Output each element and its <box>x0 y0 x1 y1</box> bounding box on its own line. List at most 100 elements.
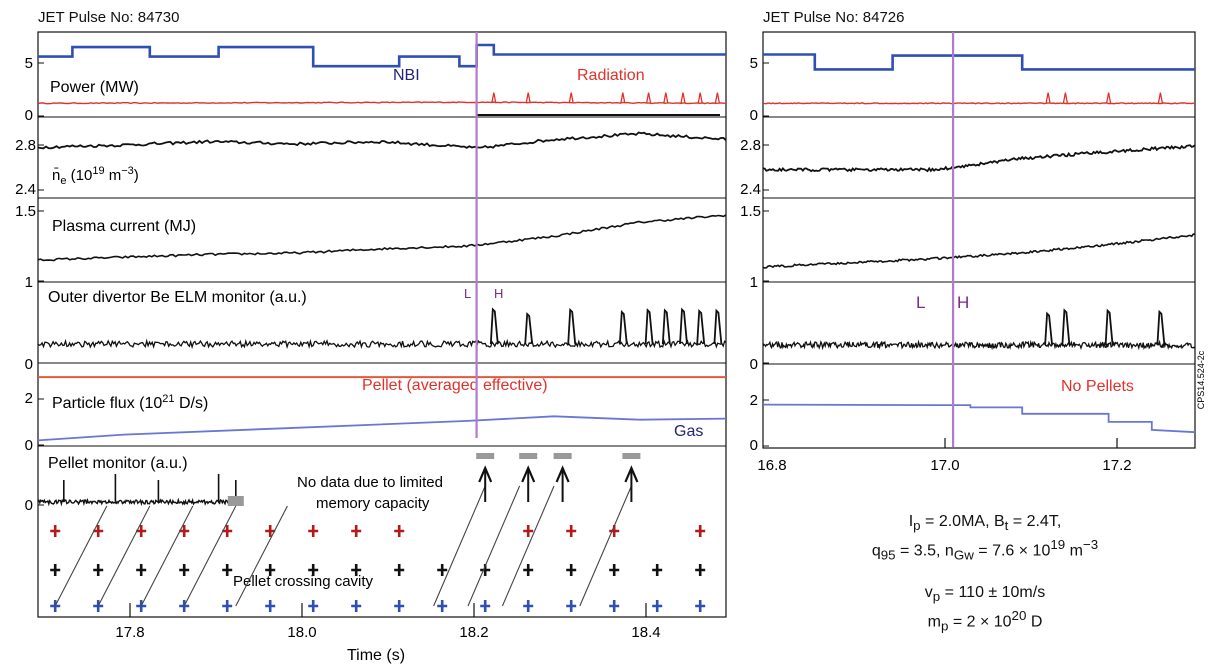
right-side-code: CPS14.524-2c <box>1196 350 1206 409</box>
pellet-crossing-line-0 <box>54 505 108 607</box>
pellet-cross-r2-9 <box>437 600 448 612</box>
left-crossing-label: Pellet crossing cavity <box>233 573 374 590</box>
radiation-spike-2 <box>568 92 574 104</box>
density-label-sup2: −3 <box>121 165 134 177</box>
flux-label-main: Particle flux (10 <box>52 395 162 412</box>
pellet-crossing-line-1 <box>97 505 151 607</box>
left-gas-label: Gas <box>674 423 703 440</box>
right-frame <box>762 31 1196 449</box>
left-elm-label: Outer divertor Be ELM monitor (a.u.) <box>48 289 307 306</box>
left-flux-ytick-2: 2 <box>25 390 33 407</box>
radiation-spike-0 <box>491 92 497 104</box>
right-density-ytick-2.4: 2.4 <box>740 181 761 198</box>
elm-spike-1 <box>1061 308 1071 346</box>
left-xtick-18.0: 18.0 <box>287 624 316 641</box>
radiation-trace <box>37 101 726 105</box>
pellet-cross-r2-6 <box>308 600 319 612</box>
elm-spike-2 <box>1104 308 1114 346</box>
param-line-4: mp = 2 × 1020 D <box>927 607 1043 634</box>
density-label-main: n̄ <box>52 167 60 184</box>
pellet-marker-1 <box>519 453 538 459</box>
left-xtick-18.4: 18.4 <box>631 624 660 641</box>
nbi-trace <box>763 53 1195 71</box>
pellet-cross-r2-14 <box>652 600 663 612</box>
pellet-cross-r1-8 <box>394 564 405 576</box>
left-current-ytick-1.5: 1.5 <box>15 203 36 220</box>
elm-spike-2 <box>567 307 577 345</box>
pellet-cross-r0-4 <box>222 525 233 537</box>
pellet-marker-2 <box>553 453 572 459</box>
left-xlabel: Time (s) <box>347 647 405 664</box>
right-xtick-17.0: 17.0 <box>930 457 959 474</box>
pellet-cross-r1-9 <box>437 564 448 576</box>
left-density-ytick-2.4: 2.4 <box>15 181 36 198</box>
radiation-spike-2 <box>1105 92 1112 104</box>
pellet-monitor-trace <box>37 497 237 507</box>
nbi-trace <box>38 43 726 68</box>
pellet-cross-r0-0 <box>50 525 61 537</box>
right-power-ytick-0: 0 <box>750 107 758 124</box>
density-trace <box>762 144 1196 173</box>
left-density-label: n̄e (1019 m−3) <box>52 165 139 187</box>
pellet-cross-r1-11 <box>523 564 534 576</box>
pellet-cross-r1-15 <box>695 564 706 576</box>
right-ytick-marks <box>763 62 769 447</box>
pellet-cross-r0-7 <box>351 525 362 537</box>
pellet-cross-r1-2 <box>136 564 147 576</box>
elm-baseline-trace <box>762 339 1196 351</box>
left-elm-ytick-0: 0 <box>25 356 33 373</box>
pellet-cross-r0-5 <box>265 525 276 537</box>
pellet-cross-r1-3 <box>179 564 190 576</box>
gas-trace <box>37 415 727 442</box>
pellet-cross-r1-5 <box>265 564 276 576</box>
pellet-cross-r0-10 <box>566 525 577 537</box>
pellet-crossing-line-5 <box>433 485 486 607</box>
param-line-3: vp = 110 ± 10m/s <box>924 583 1046 604</box>
pellet-arrowhead-3 <box>624 465 639 483</box>
left-xtick-marks <box>129 603 647 617</box>
left-power-ytick-0: 0 <box>25 107 33 124</box>
left-pellet-label: Pellet monitor (a.u.) <box>48 455 188 472</box>
current-trace <box>762 233 1196 269</box>
left-xtick-18.2: 18.2 <box>459 624 488 641</box>
left-power-ytick-5: 5 <box>25 55 33 72</box>
density-trace <box>37 131 727 150</box>
left-plot: 5 0 2.8 2.4 1.5 1 0 2 0 0 Power (MW) n̄e… <box>15 31 727 664</box>
pellet-cross-r2-11 <box>523 600 534 612</box>
elm-spike-0 <box>1044 311 1053 346</box>
pellet-cross-r1-0 <box>50 564 61 576</box>
radiation-spike-0 <box>1045 92 1051 104</box>
pellet-crossing-line-2 <box>140 505 194 607</box>
right-pulse-title: JET Pulse No: 84726 <box>763 9 904 26</box>
right-params: Ip = 2.0MA, Bt = 2.4T, q95 = 3.5, nGw = … <box>800 512 1170 635</box>
pellet-crossing-line-8 <box>579 485 632 607</box>
right-density-ytick-2.8: 2.8 <box>740 137 761 154</box>
left-frame <box>37 31 727 618</box>
density-label-rest1: (10 <box>66 167 92 184</box>
density-label-rest2: m <box>105 167 122 184</box>
right-flux-ytick-0: 0 <box>750 437 758 454</box>
right-current-ytick-1.5: 1.5 <box>740 203 761 220</box>
left-current-label: Plasma current (MJ) <box>52 218 196 235</box>
left-ytick-marks <box>38 62 44 506</box>
pellet-cross-r0-6 <box>308 525 319 537</box>
pellet-cross-r0-3 <box>179 525 190 537</box>
pellet-cross-r2-12 <box>566 600 577 612</box>
right-xtick-17.2: 17.2 <box>1102 457 1131 474</box>
left-nodata-line2: memory capacity <box>316 495 430 512</box>
elm-spike-8 <box>713 308 723 345</box>
left-current-ytick-1: 1 <box>25 274 33 291</box>
pellet-cross-r1-1 <box>93 564 104 576</box>
pellet-cross-r1-14 <box>652 564 663 576</box>
left-density-ytick-2.8: 2.8 <box>15 137 36 154</box>
left-xtick-17.8: 17.8 <box>115 624 144 641</box>
elm-spike-6 <box>679 307 688 345</box>
left-pellet-ytick-0: 0 <box>25 497 33 514</box>
left-flux-label: Particle flux (1021 D/s) <box>52 393 208 412</box>
radiation-spike-1 <box>1062 92 1069 104</box>
flux-label-sup: 21 <box>162 393 174 405</box>
right-plot: 5 0 2.8 2.4 1.5 1 0 2 0 L H No Pellets 1… <box>740 31 1206 474</box>
right-h-label: H <box>957 293 969 312</box>
radiation-spike-1 <box>525 92 531 104</box>
